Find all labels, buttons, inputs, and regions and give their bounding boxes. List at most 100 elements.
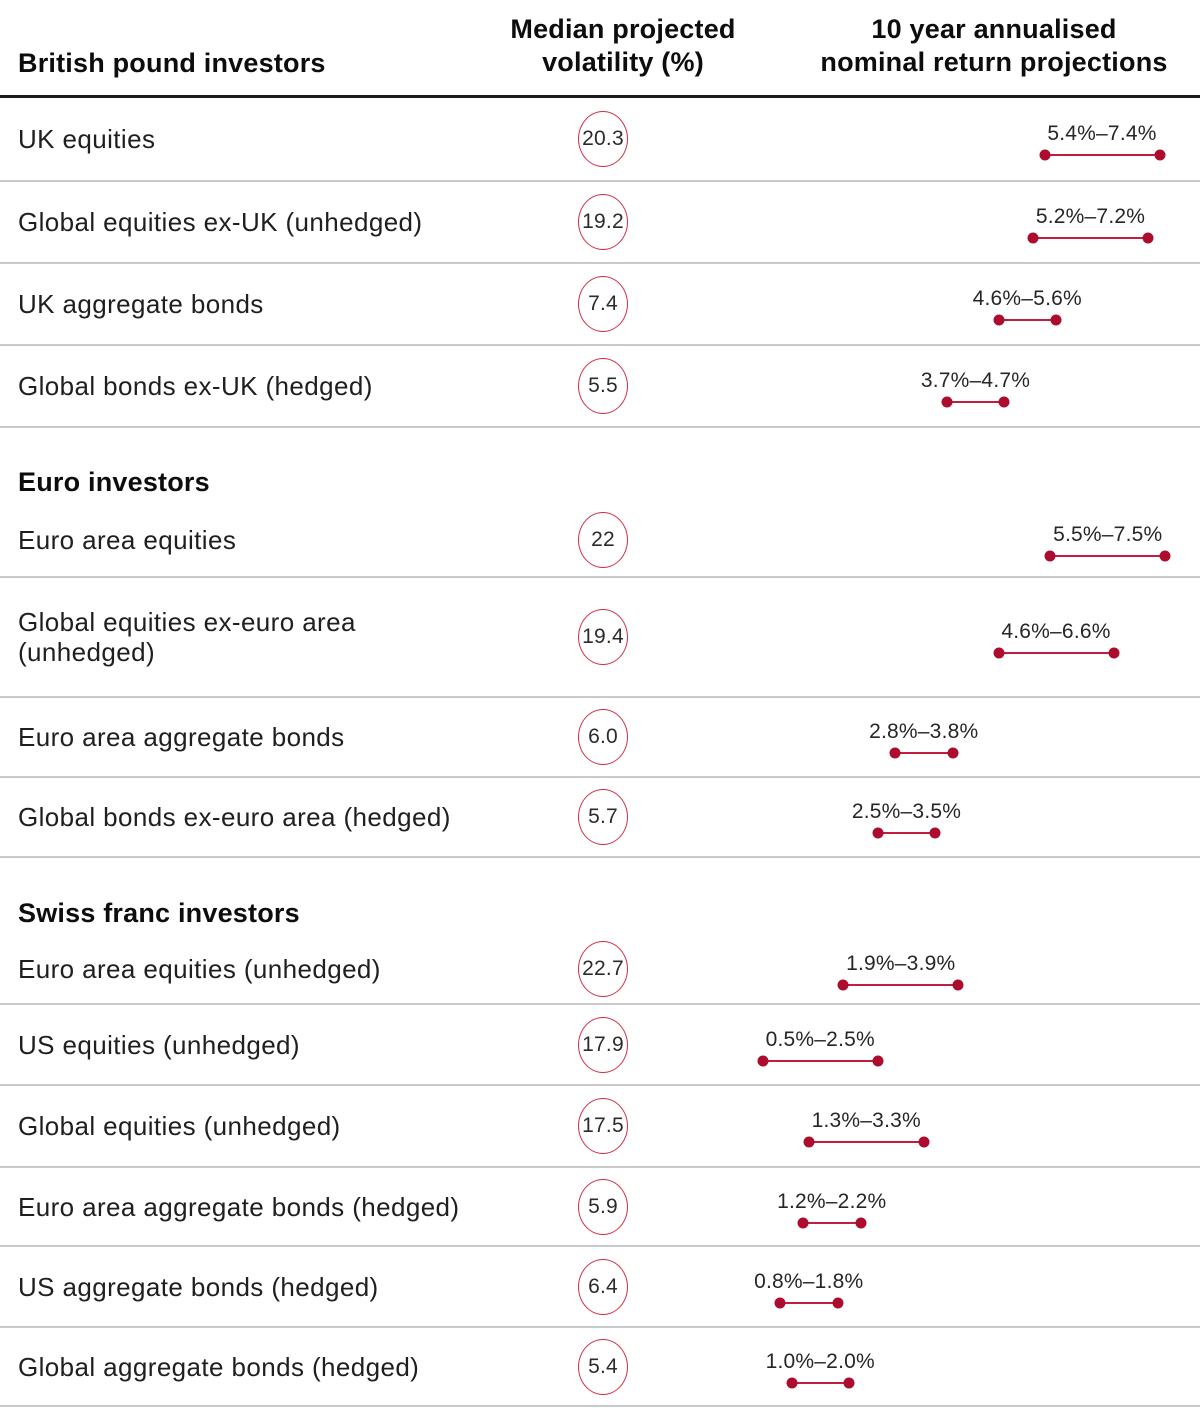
volatility-circle: 20.3 [578, 111, 628, 167]
range-line [872, 827, 941, 839]
row-label: Global aggregate bonds (hedged) [18, 1351, 420, 1382]
row-label: Global bonds ex-euro area (hedged) [18, 802, 451, 832]
range-dot-low [993, 314, 1004, 326]
range-line [774, 1297, 843, 1308]
bottom-divider [0, 1405, 1200, 1407]
return-range-dumbbell: 1.0%–2.0% [766, 1350, 875, 1388]
range-label: 5.5%–7.5% [1053, 523, 1163, 546]
range-chart-cell: 0.5%–2.5% [646, 1005, 1200, 1084]
range-chart-cell: 1.0%–2.0% [646, 1328, 1200, 1405]
table-row: Global equities ex-UK (unhedged) 19.2 5.… [0, 180, 1200, 262]
row-label: Euro area equities [18, 525, 237, 555]
return-range-dumbbell: 4.6%–6.6% [993, 620, 1119, 659]
range-label: 1.3%–3.3% [811, 1109, 921, 1132]
range-label: 2.5%–3.5% [851, 800, 962, 823]
range-label: 5.4%–7.4% [1047, 122, 1157, 145]
table-row: US equities (unhedged) 17.9 0.5%–2.5% [0, 1003, 1200, 1084]
volatility-value: 5.9 [588, 1194, 618, 1218]
range-line [837, 979, 964, 991]
range-label: 0.8%–1.8% [754, 1269, 864, 1293]
range-line [941, 396, 1010, 408]
range-label: 1.2%–2.2% [777, 1189, 887, 1213]
volatility-value: 17.5 [582, 1114, 624, 1137]
volatility-value: 22.7 [582, 957, 624, 980]
range-chart-cell: 2.8%–3.8% [646, 698, 1200, 776]
range-dot-high [929, 827, 941, 839]
volatility-circle: 22 [578, 512, 628, 568]
range-dot-low [1027, 232, 1039, 244]
table-row: Global aggregate bonds (hedged) 5.4 1.0%… [0, 1326, 1200, 1405]
volatility-circle: 6.0 [578, 709, 628, 765]
table-row: UK equities 20.3 5.4%–7.4% [0, 98, 1200, 180]
volatility-circle: 19.4 [578, 609, 628, 665]
range-chart-cell: 1.3%–3.3% [646, 1086, 1200, 1166]
table-row: Global equities (unhedged) 17.5 1.3%–3.3… [0, 1084, 1200, 1166]
range-label: 0.5%–2.5% [765, 1027, 875, 1051]
row-label: US aggregate bonds (hedged) [18, 1271, 379, 1302]
range-line [757, 1055, 884, 1066]
return-range-dumbbell: 1.9%–3.9% [837, 952, 964, 991]
table-row: Euro area aggregate bonds 6.0 2.8%–3.8% [0, 696, 1200, 776]
range-dot-low [757, 1055, 769, 1066]
volatility-value: 19.4 [582, 625, 624, 648]
return-range-dumbbell: 0.8%–1.8% [754, 1270, 863, 1308]
range-chart-cell: 5.2%–7.2% [646, 182, 1200, 262]
return-range-dumbbell: 5.5%–7.5% [1044, 523, 1171, 562]
range-line [786, 1377, 855, 1388]
range-label: 4.6%–5.6% [972, 287, 1082, 310]
volatility-value: 5.5 [588, 374, 618, 397]
range-label: 2.8%–3.8% [869, 720, 979, 743]
volatility-circle: 7.4 [578, 276, 628, 332]
return-range-dumbbell: 5.4%–7.4% [1039, 122, 1165, 161]
section-heading-swiss-franc-investors: Swiss franc investors [0, 856, 1200, 935]
range-dot-low [889, 747, 901, 759]
table-row: Euro area aggregate bonds (hedged) 5.9 1… [0, 1166, 1200, 1245]
row-label: Euro area aggregate bonds [18, 722, 345, 752]
volatility-circle: 5.5 [578, 358, 628, 414]
row-label: Global equities ex-euro area (unhedged) [18, 607, 356, 667]
volatility-circle: 22.7 [578, 941, 628, 997]
range-dot-low [993, 647, 1004, 659]
range-chart-cell: 4.6%–5.6% [646, 264, 1200, 344]
range-dot-high [1142, 232, 1154, 244]
volatility-circle: 6.4 [578, 1258, 628, 1315]
return-range-dumbbell: 2.8%–3.8% [869, 720, 978, 759]
volatility-circle: 5.7 [578, 789, 628, 845]
return-range-dumbbell: 2.5%–3.5% [852, 800, 961, 839]
range-chart-cell: 3.7%–4.7% [646, 346, 1200, 426]
range-dot-low [797, 1217, 809, 1228]
range-label: 1.9%–3.9% [846, 952, 956, 975]
range-dot-low [941, 396, 953, 408]
table-row: UK aggregate bonds 7.4 4.6%–5.6% [0, 262, 1200, 344]
range-line [1039, 149, 1165, 161]
range-label: 3.7%–4.7% [920, 369, 1031, 392]
range-dot-high [872, 1055, 884, 1066]
range-line [1027, 232, 1154, 244]
range-dot-high [1154, 149, 1165, 161]
return-range-dumbbell: 1.2%–2.2% [777, 1190, 886, 1228]
range-dot-low [1044, 550, 1056, 562]
row-label: UK aggregate bonds [18, 289, 264, 319]
range-label: 4.6%–6.6% [1001, 620, 1111, 643]
table-row: Global bonds ex-euro area (hedged) 5.7 2… [0, 776, 1200, 856]
range-dot-high [1050, 314, 1062, 326]
return-range-dumbbell: 4.6%–5.6% [973, 287, 1082, 326]
range-dot-high [952, 979, 964, 991]
return-range-dumbbell: 0.5%–2.5% [757, 1027, 884, 1066]
range-line [993, 647, 1119, 659]
return-range-dumbbell: 1.3%–3.3% [803, 1109, 930, 1148]
volatility-value: 5.7 [588, 805, 618, 828]
header-investors: British pound investors [18, 48, 326, 78]
volatility-circle: 17.5 [578, 1098, 628, 1154]
row-label: Euro area equities (unhedged) [18, 954, 381, 984]
range-line [803, 1136, 930, 1148]
range-dot-high [1108, 647, 1119, 659]
range-dot-low [803, 1136, 815, 1148]
range-dot-high [918, 1136, 930, 1148]
volatility-value: 22 [591, 528, 615, 551]
range-dot-low [774, 1297, 786, 1308]
row-label: US equities (unhedged) [18, 1029, 300, 1060]
range-chart-cell: 5.5%–7.5% [646, 504, 1200, 576]
range-line [1044, 550, 1171, 562]
